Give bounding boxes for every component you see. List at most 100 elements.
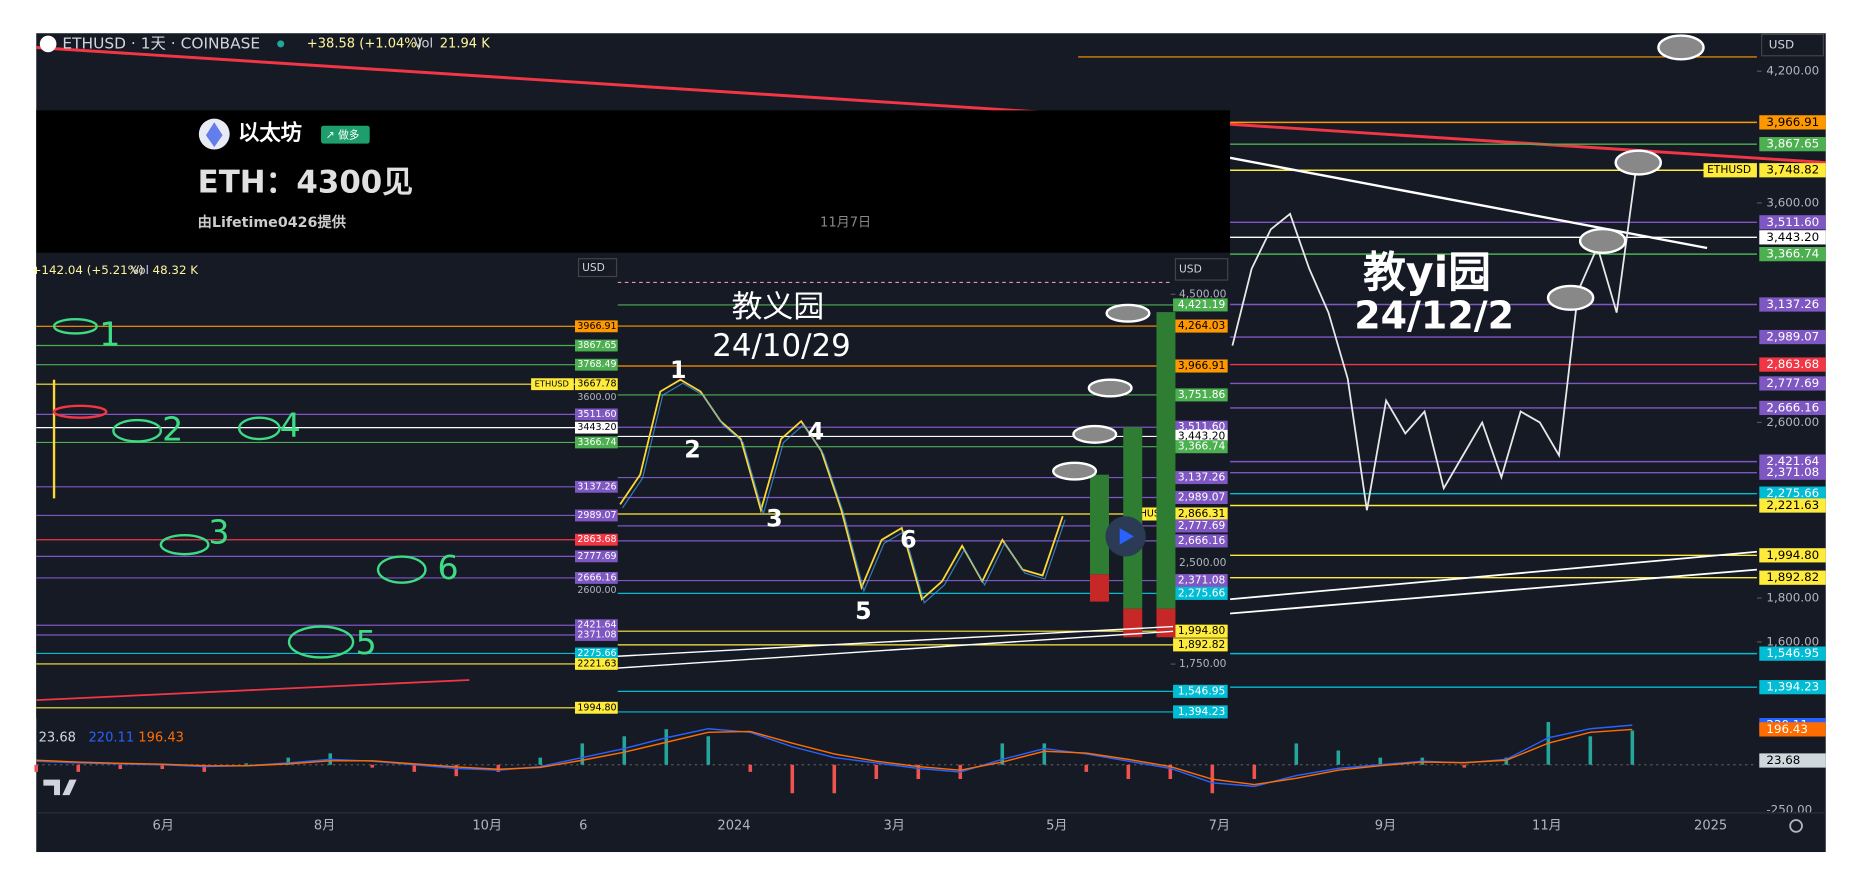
price-label: 2,371.08 [1178, 574, 1226, 587]
currency-box [1761, 33, 1824, 57]
play-icon [1119, 528, 1134, 545]
signal-line [36, 728, 1633, 786]
x-tick-label: 10月 [472, 818, 502, 833]
settings-icon [1789, 819, 1803, 833]
price-label-bg [1759, 498, 1826, 513]
price-label-bg [1759, 376, 1826, 391]
x-tick-label: 5月 [1046, 818, 1067, 833]
price-label: 3,966.91 [1766, 115, 1819, 129]
price-label: 3366.74 [577, 437, 616, 448]
y-tick-label: 4,200.00 [1766, 64, 1819, 78]
status-dot [277, 40, 285, 48]
price-label: 3,366.74 [1178, 440, 1226, 453]
badge: ↗ 做多 [326, 128, 360, 141]
price-label: 3511.60 [577, 409, 616, 420]
price-label-bg [1173, 638, 1228, 652]
y-tick-label: 1,750.00 [1179, 657, 1227, 670]
wave-number: 6 [900, 526, 917, 554]
price-label-bg [1173, 534, 1228, 548]
price-label-bg [575, 550, 618, 563]
profile-bar [1156, 608, 1176, 638]
coin-name: 以太坊 [238, 120, 302, 146]
price-label: 3768.49 [577, 359, 616, 370]
price-label-bg [575, 480, 618, 493]
marker-ellipse [376, 555, 427, 584]
price-label-bg [1759, 722, 1826, 737]
price-label: 3,748.82 [1766, 163, 1819, 177]
price-label: 2989.07 [577, 510, 616, 521]
currency-box [577, 258, 618, 278]
marker-ellipse [237, 416, 281, 441]
price-label: 2371.08 [577, 630, 616, 641]
y-tick-label: 1,800.00 [1766, 591, 1819, 605]
marker-ellipse [287, 625, 355, 659]
price-label: 2221.63 [577, 658, 616, 669]
macd-line [36, 724, 1633, 788]
highlight-ellipse [1546, 284, 1595, 311]
price-label-bg [1173, 429, 1228, 443]
badge-bg [321, 125, 370, 144]
price-label-bg [1759, 486, 1826, 501]
vol: 21.94 K [440, 36, 490, 51]
price-label-bg [1173, 388, 1228, 402]
price-line-shadow [621, 382, 1066, 604]
price-label-bg [575, 571, 618, 584]
price-label: 2,666.16 [1178, 534, 1226, 547]
profile-bar [1090, 474, 1109, 575]
price-label-bg [1759, 163, 1826, 178]
banner [36, 110, 1231, 253]
price-label-bg [1759, 247, 1826, 262]
price-label-bg [575, 629, 618, 641]
trend-line [617, 630, 1174, 669]
x-tick-label: 6月 [153, 818, 174, 833]
price-label-bg [1759, 137, 1826, 152]
price-label: 2,666.16 [1766, 400, 1819, 414]
y-tick-label: 2600.00 [577, 585, 616, 596]
macd-legend: 196.43 [138, 731, 184, 746]
price-label-bg [1759, 115, 1826, 130]
price-label: 3,366.74 [1766, 247, 1819, 261]
y-tick-label: 3,600.00 [1766, 195, 1819, 209]
price-label-bg [1173, 624, 1228, 638]
price-label: 196.43 [1766, 722, 1808, 736]
vol-label: Vol [414, 36, 434, 51]
tag: ETHUSD [1707, 163, 1751, 176]
price-label-bg [1173, 586, 1228, 600]
annotation: 24/12/2 [1354, 294, 1514, 338]
price-label-bg [575, 509, 618, 522]
price-label: 1,394.23 [1766, 680, 1819, 694]
price-label: 1,892.82 [1766, 570, 1819, 584]
price-label: 2275.66 [577, 648, 616, 659]
price-label-bg [1173, 298, 1228, 312]
price-label-bg [1759, 570, 1826, 585]
highlight-ellipse [1087, 378, 1133, 398]
highlight-ellipse [1105, 303, 1151, 323]
price-label-bg [1173, 519, 1228, 533]
price-label: 3,443.20 [1766, 230, 1819, 244]
credit: 由Lifetime0426提供 [198, 213, 346, 231]
price-label-bg [575, 436, 618, 449]
price-label-bg [575, 701, 618, 714]
symbol: ETHUSD · 1天 · COINBASE [62, 34, 260, 52]
wave-number: 5 [356, 623, 377, 662]
wave-number: 6 [437, 548, 458, 587]
price-label-bg [575, 408, 618, 421]
currency: USD [1179, 262, 1202, 275]
price-label-bg [1759, 454, 1826, 469]
price-label-bg [575, 421, 618, 434]
price-label: 1,892.82 [1178, 638, 1225, 651]
price-label: 2,777.69 [1766, 376, 1819, 390]
y-tick-label: 1,600.00 [1766, 634, 1819, 648]
x-tick-label: 2025 [1694, 818, 1727, 833]
y-tick-label: 3600.00 [577, 392, 616, 403]
annotation: 24/10/29 [712, 328, 851, 364]
price-label: 1,994.80 [1178, 624, 1226, 637]
price-label: 2,989.07 [1766, 330, 1819, 344]
y-tick-label: -250.00 [1766, 802, 1812, 816]
trend-line [1229, 550, 1757, 601]
price-label: 2421.64 [577, 620, 616, 631]
price-label: 23.68 [1766, 753, 1800, 767]
tag: ETHUSD [1128, 508, 1167, 519]
price-label: 2863.68 [577, 534, 616, 545]
price-label: 3443.20 [577, 422, 616, 433]
